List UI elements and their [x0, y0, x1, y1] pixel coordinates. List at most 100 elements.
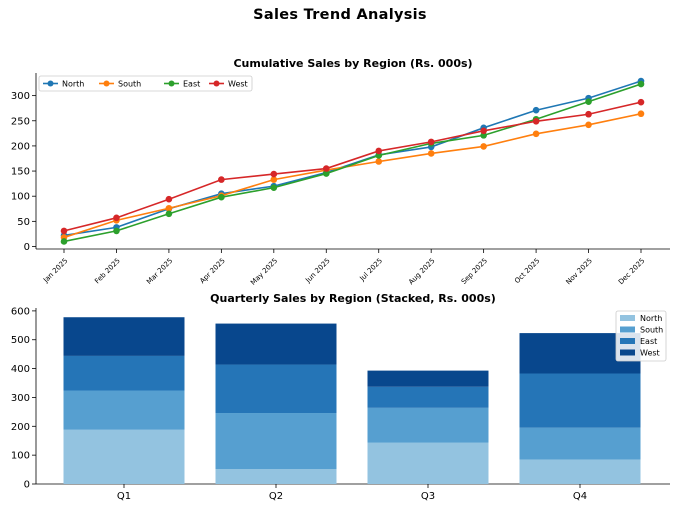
legend-label-east: East: [183, 80, 200, 89]
data-point-west: [60, 227, 68, 235]
line-y-tick-label: 300: [11, 91, 30, 102]
data-point-north: [532, 106, 540, 114]
line-y-tick-label: 250: [11, 116, 30, 127]
data-point-south: [270, 176, 278, 183]
data-point-east: [585, 98, 592, 105]
data-point-west: [270, 170, 278, 178]
series-line-west: [63, 101, 642, 232]
bar-segment-north-q3: [367, 442, 489, 484]
bar-legend: North South East West: [615, 310, 667, 362]
legend-label-north: North: [62, 80, 84, 89]
line-x-tick-label: Dec 2025: [617, 257, 646, 286]
line-x-tick-label: Apr 2025: [198, 257, 226, 285]
data-point-south: [165, 204, 173, 212]
legend-label-south: South: [640, 326, 663, 335]
legend-frame: [615, 310, 667, 362]
bar-y-tick-label: 100: [11, 451, 30, 462]
bar-y-tick-label: 600: [11, 306, 30, 317]
line-x-tick-label: Oct 2025: [513, 257, 541, 285]
data-point-south: [375, 158, 383, 165]
bar-chart-title: Quarterly Sales by Region (Stacked, Rs. …: [210, 292, 496, 305]
bar-x-tick-label: Q3: [421, 491, 435, 502]
data-point-south: [637, 110, 645, 118]
legend-marker-south: [103, 80, 110, 87]
legend-marker-west: [213, 80, 220, 87]
line-chart-title: Cumulative Sales by Region (Rs. 000s): [233, 57, 472, 70]
data-point-west: [427, 138, 435, 146]
legend-label-east: East: [640, 337, 657, 346]
data-point-south: [427, 150, 435, 157]
line-x-tick-label: Jan 2025: [41, 257, 69, 285]
line-y-tick-label: 50: [17, 217, 30, 228]
bar-segment-south-q4: [519, 427, 641, 460]
line-y-tick-label: 150: [11, 167, 30, 178]
data-point-west: [585, 110, 592, 118]
legend-marker-east: [168, 80, 175, 87]
bar-segment-south-q3: [367, 407, 489, 443]
data-point-west: [322, 165, 330, 172]
legend-swatch-north: [620, 315, 635, 321]
bar-segment-south-q2: [215, 413, 337, 469]
figure-title: Sales Trend Analysis: [253, 7, 427, 23]
line-y-tick-label: 0: [24, 242, 30, 253]
legend-label-west: West: [640, 349, 660, 358]
line-legend: North South East West: [38, 75, 253, 92]
data-point-west: [532, 117, 540, 125]
bar-segment-west-q1: [63, 317, 185, 356]
line-x-tick-label: Feb 2025: [93, 257, 122, 286]
legend-label-north: North: [640, 314, 662, 323]
bar-y-tick-label: 500: [11, 335, 30, 346]
line-x-tick-label: Aug 2025: [407, 257, 436, 286]
bar-y-tick-label: 300: [11, 393, 30, 404]
data-point-east: [480, 132, 487, 139]
legend-marker-north: [47, 80, 54, 87]
legend-swatch-south: [620, 326, 635, 333]
bar-y-tick-label: 400: [11, 364, 30, 375]
data-point-east: [270, 184, 278, 191]
series-line-east: [63, 83, 642, 243]
data-point-east: [322, 170, 330, 177]
legend-swatch-west: [620, 349, 635, 356]
bar-y-tick-label: 200: [11, 422, 30, 433]
line-chart: Cumulative Sales by Region (Rs. 000s) 0 50…: [11, 57, 670, 287]
data-point-east: [218, 193, 225, 201]
line-y-tick-label: 100: [11, 192, 30, 203]
data-point-east: [165, 210, 173, 218]
line-x-tick-label: Jul 2025: [358, 257, 385, 284]
line-y-tick-label: 200: [11, 141, 30, 152]
stacked-bar-chart: Quarterly Sales by Region (Stacked, Rs. …: [11, 292, 670, 502]
bar-x-tick-label: Q1: [117, 491, 131, 502]
data-point-west: [165, 195, 173, 203]
bar-segment-east-q3: [367, 386, 489, 408]
line-x-tick-label: Jun 2025: [303, 257, 331, 285]
data-point-south: [480, 143, 487, 150]
series-line-south: [63, 112, 642, 239]
line-x-tick-label: Sep 2025: [460, 257, 489, 286]
bar-segment-west-q2: [215, 323, 337, 365]
bar-x-tick-label: Q4: [573, 491, 587, 502]
bar-segment-east-q4: [519, 373, 641, 428]
bar-y-tick-label: 0: [24, 480, 30, 491]
line-x-tick-label: Mar 2025: [145, 257, 174, 286]
data-point-east: [375, 152, 383, 159]
data-point-east: [113, 227, 120, 235]
data-point-south: [532, 130, 540, 138]
bar-segment-south-q1: [63, 390, 185, 430]
bar-segment-north-q2: [215, 468, 337, 484]
data-point-east: [60, 238, 68, 245]
data-point-west: [375, 147, 383, 155]
legend-swatch-east: [620, 338, 635, 344]
legend-frame: [38, 75, 253, 92]
data-point-west: [637, 98, 645, 106]
bar-segment-east-q1: [63, 355, 185, 391]
data-point-west: [218, 176, 225, 183]
data-point-south: [585, 121, 592, 129]
data-point-west: [113, 214, 120, 222]
data-point-east: [637, 80, 645, 88]
bar-segment-east-q2: [215, 364, 337, 414]
bar-segment-west-q3: [367, 370, 489, 387]
legend-label-west: West: [228, 80, 248, 89]
legend-label-south: South: [118, 80, 141, 89]
data-point-west: [480, 127, 487, 135]
